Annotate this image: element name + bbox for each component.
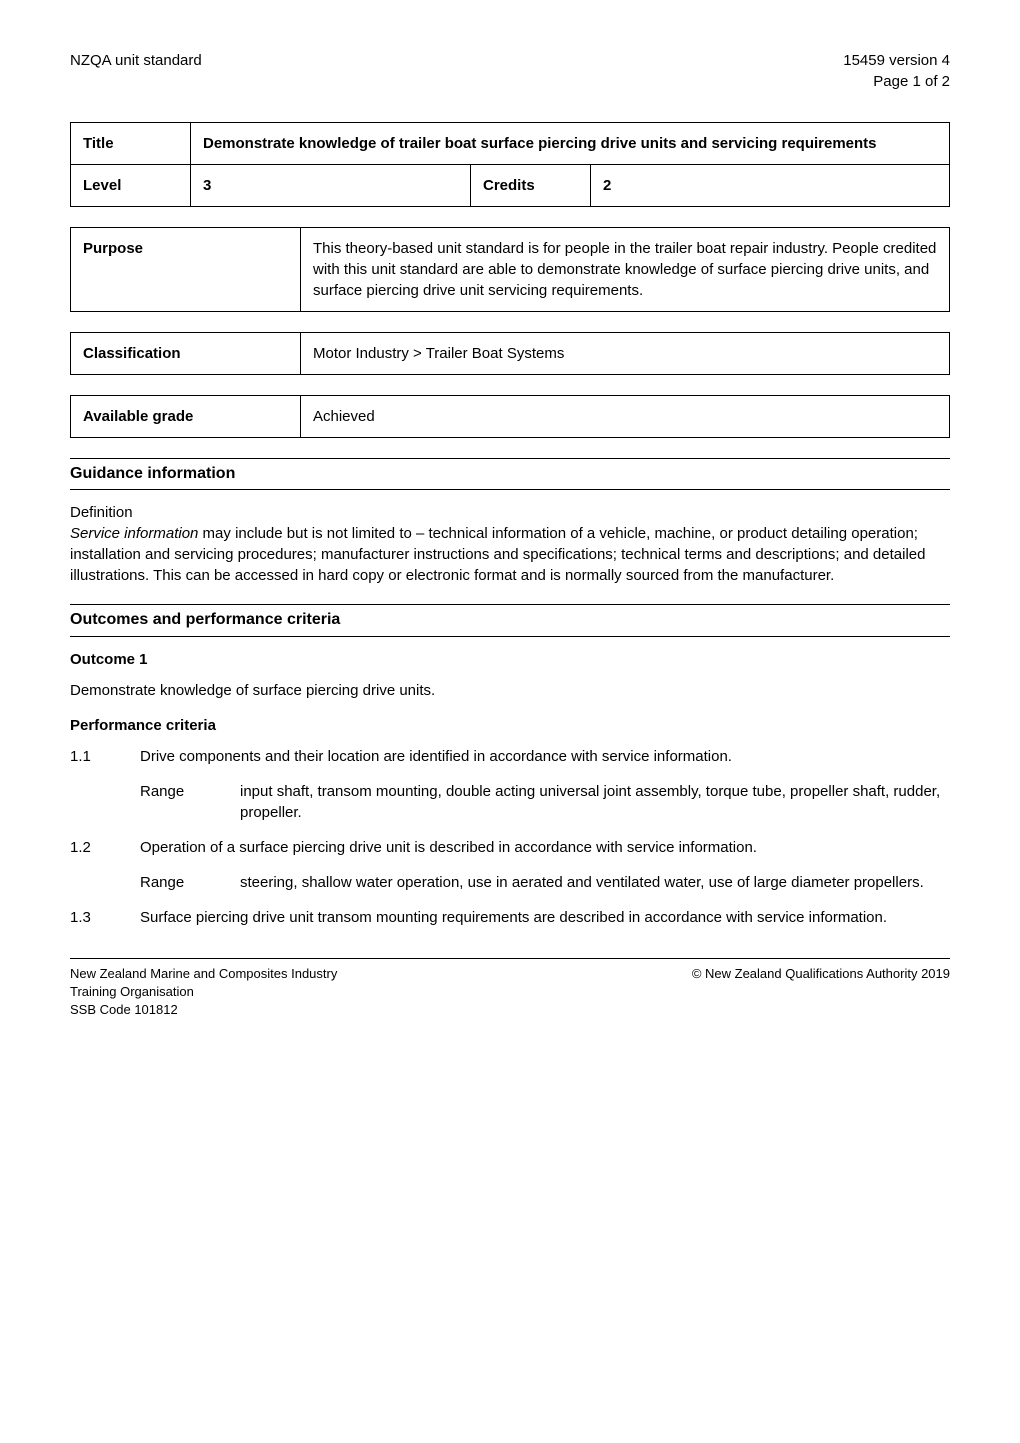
pc-item: 1.3 Surface piercing drive unit transom … xyxy=(70,907,950,928)
guidance-heading: Guidance information xyxy=(70,465,235,482)
range-text: input shaft, transom mounting, double ac… xyxy=(240,781,950,823)
footer-left: New Zealand Marine and Composites Indust… xyxy=(70,965,337,1020)
purpose-text: This theory-based unit standard is for p… xyxy=(301,228,950,312)
range-label: Range xyxy=(140,872,240,893)
header-version: 15459 version 4 xyxy=(843,50,950,71)
pc-number: 1.3 xyxy=(70,907,140,928)
footer-org2: Training Organisation xyxy=(70,983,337,1001)
definition-text: Service information may include but is n… xyxy=(70,523,950,586)
range-item: Range input shaft, transom mounting, dou… xyxy=(140,781,950,823)
definition-rest: may include but is not limited to – tech… xyxy=(70,525,925,584)
outcome1-desc: Demonstrate knowledge of surface piercin… xyxy=(70,680,950,701)
page-footer: New Zealand Marine and Composites Indust… xyxy=(70,958,950,1020)
guidance-heading-block: Guidance information xyxy=(70,458,950,490)
footer-ssb: SSB Code 101812 xyxy=(70,1001,337,1019)
footer-right: © New Zealand Qualifications Authority 2… xyxy=(692,965,950,1020)
pc-text: Operation of a surface piercing drive un… xyxy=(140,837,950,858)
title-text: Demonstrate knowledge of trailer boat su… xyxy=(191,123,950,165)
definition-italic: Service information xyxy=(70,525,198,542)
pc-text: Surface piercing drive unit transom moun… xyxy=(140,907,950,928)
level-value: 3 xyxy=(191,165,471,207)
range-text: steering, shallow water operation, use i… xyxy=(240,872,950,893)
definition-label: Definition xyxy=(70,502,950,523)
pc-item: 1.2 Operation of a surface piercing driv… xyxy=(70,837,950,858)
title-label: Title xyxy=(71,123,191,165)
purpose-table: Purpose This theory-based unit standard … xyxy=(70,227,950,312)
classification-label: Classification xyxy=(71,333,301,375)
credits-value: 2 xyxy=(591,165,950,207)
pc-item: 1.1 Drive components and their location … xyxy=(70,746,950,767)
page-header: NZQA unit standard 15459 version 4 Page … xyxy=(70,50,950,92)
credits-label: Credits xyxy=(471,165,591,207)
purpose-label: Purpose xyxy=(71,228,301,312)
classification-table: Classification Motor Industry > Trailer … xyxy=(70,332,950,375)
performance-criteria-heading: Performance criteria xyxy=(70,715,950,736)
title-table: Title Demonstrate knowledge of trailer b… xyxy=(70,122,950,207)
pc-number: 1.1 xyxy=(70,746,140,767)
outcome1-label: Outcome 1 xyxy=(70,649,950,670)
range-label: Range xyxy=(140,781,240,823)
outcomes-heading: Outcomes and performance criteria xyxy=(70,611,340,628)
header-page: Page 1 of 2 xyxy=(843,71,950,92)
outcomes-heading-block: Outcomes and performance criteria xyxy=(70,604,950,636)
definition-block: Definition Service information may inclu… xyxy=(70,502,950,586)
header-right: 15459 version 4 Page 1 of 2 xyxy=(843,50,950,92)
range-item: Range steering, shallow water operation,… xyxy=(140,872,950,893)
level-label: Level xyxy=(71,165,191,207)
available-grade-text: Achieved xyxy=(301,396,950,438)
pc-number: 1.2 xyxy=(70,837,140,858)
footer-org1: New Zealand Marine and Composites Indust… xyxy=(70,965,337,983)
classification-text: Motor Industry > Trailer Boat Systems xyxy=(301,333,950,375)
available-grade-label: Available grade xyxy=(71,396,301,438)
available-grade-table: Available grade Achieved xyxy=(70,395,950,438)
pc-text: Drive components and their location are … xyxy=(140,746,950,767)
header-left: NZQA unit standard xyxy=(70,50,202,92)
